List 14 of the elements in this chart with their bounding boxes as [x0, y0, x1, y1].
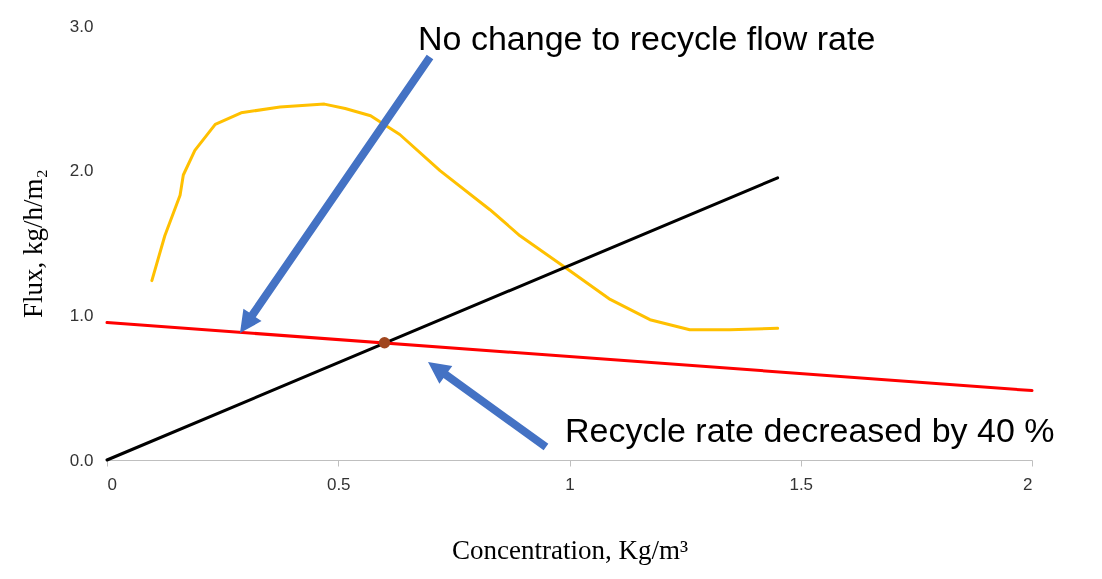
x-tick-label: 0: [107, 474, 117, 494]
y-axis-title: Flux, kg/h/m₂: [17, 169, 48, 318]
x-tick-label: 1.5: [789, 474, 814, 494]
annotation: No change to recycle flow rate: [418, 19, 876, 57]
x-tick-label: 2: [1023, 474, 1033, 494]
y-tick-label: 0.0: [69, 450, 94, 470]
x-axis-title: Concentration, Kg/m³: [451, 534, 689, 565]
y-tick-label: 1.0: [69, 305, 94, 325]
x-tick-label: 1: [565, 474, 575, 494]
y-tick-label: 2.0: [69, 161, 94, 181]
y-tick-label: 3.0: [69, 16, 94, 36]
x-tick-label: 0.5: [326, 474, 351, 494]
annotation: Recycle rate decreased by 40 %: [565, 411, 1055, 449]
line-series: [150, 102, 780, 332]
